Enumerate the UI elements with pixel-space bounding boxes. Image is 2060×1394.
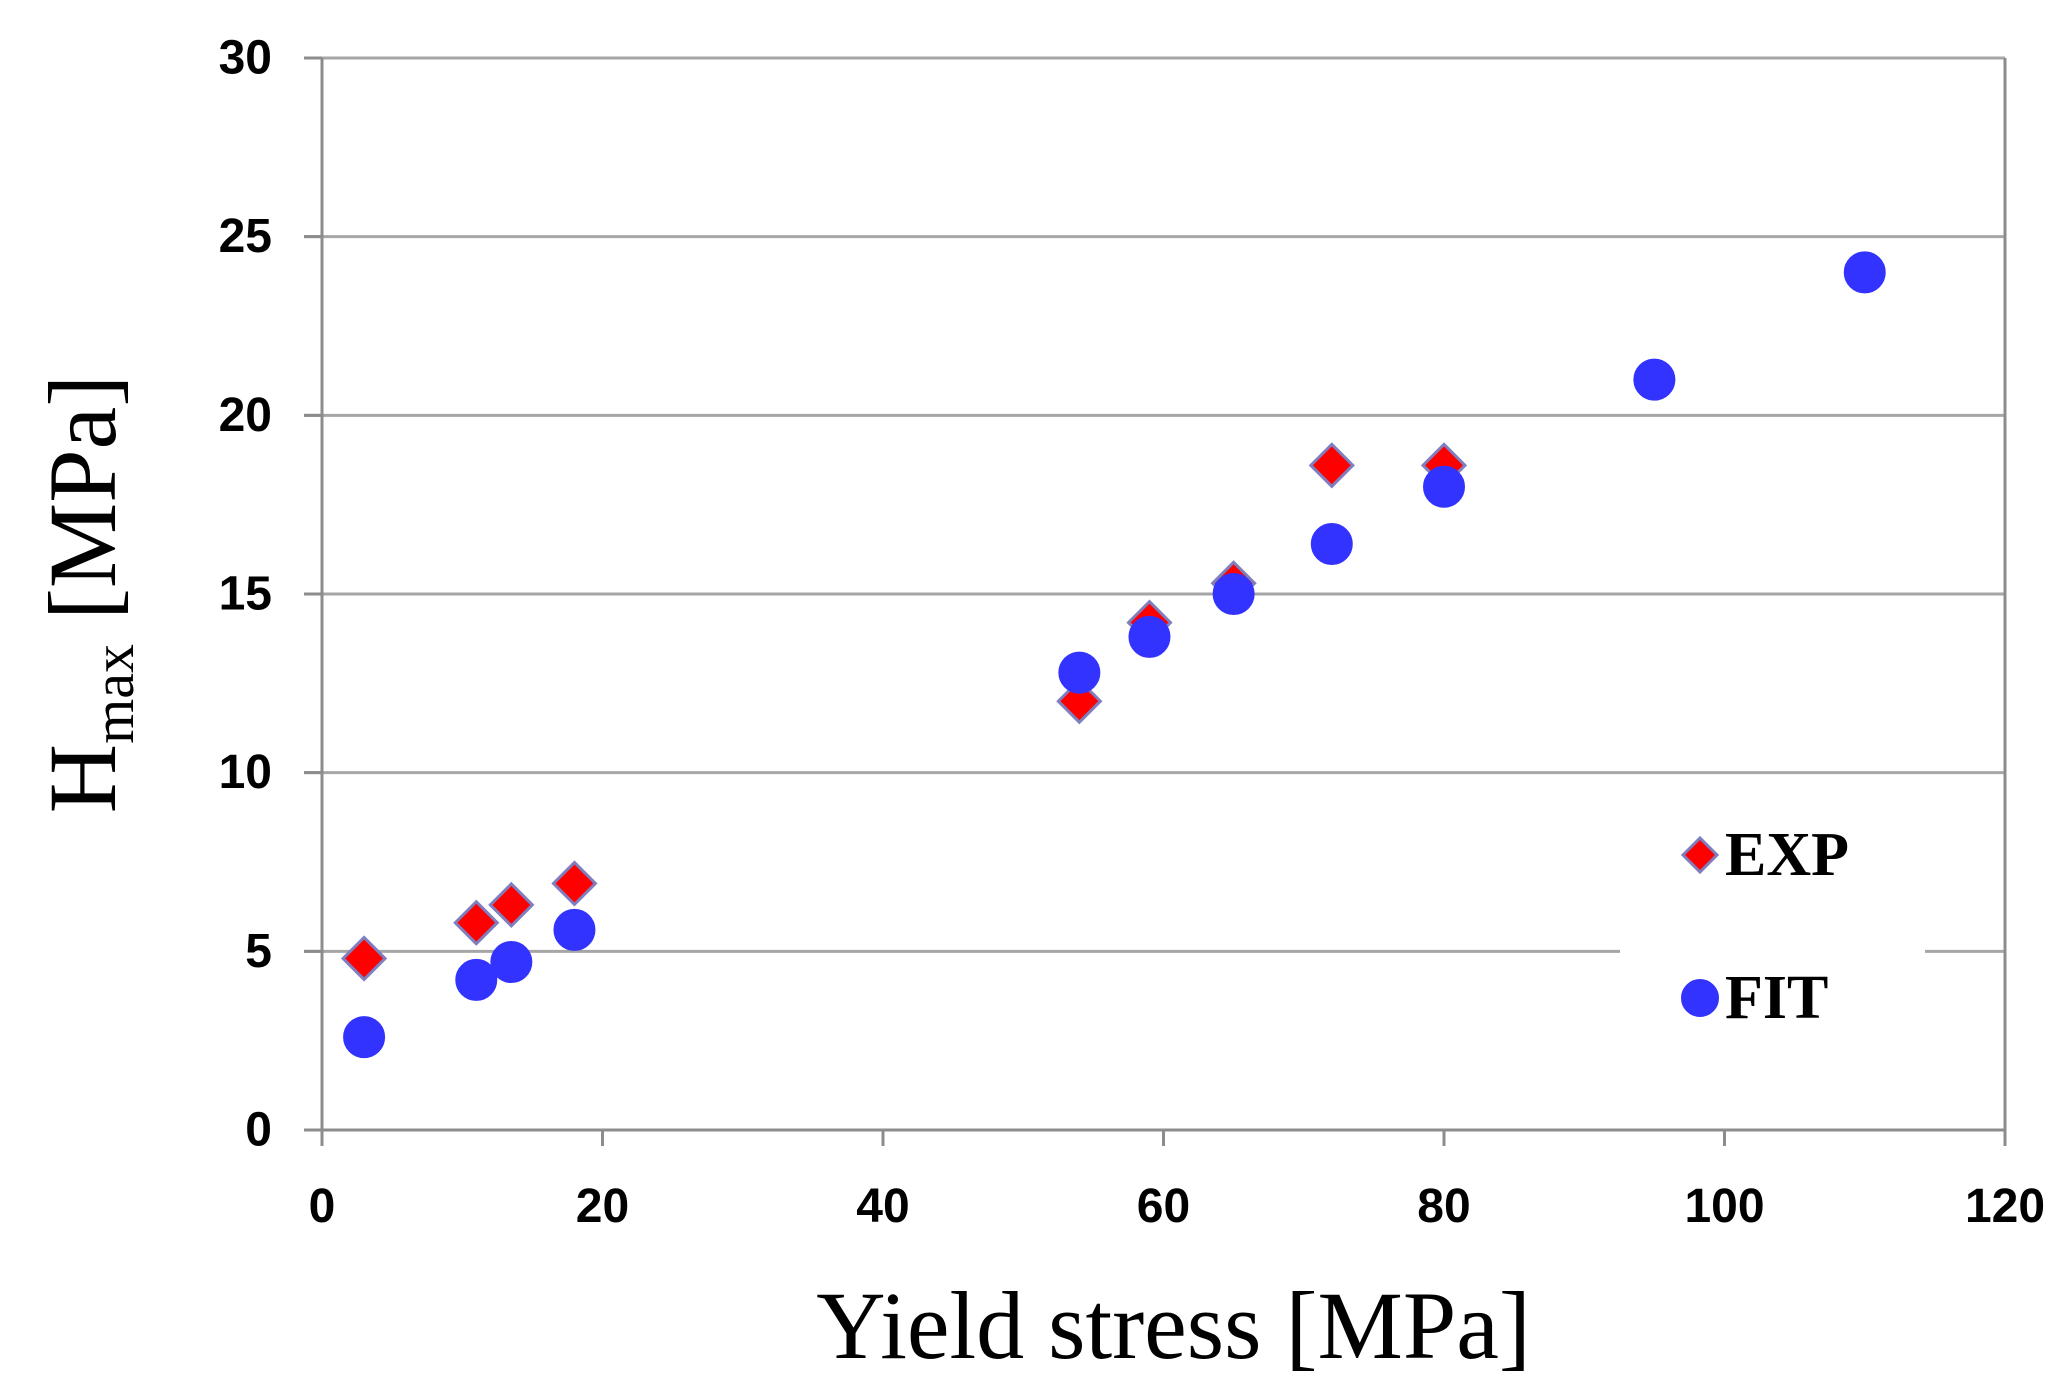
exp-point-1: [453, 899, 500, 946]
fit-point-3: [553, 908, 596, 951]
y-axis-title-unit: [MPa]: [29, 375, 136, 620]
series-fit: [343, 251, 1886, 1059]
x-tick-label-60: 60: [1137, 1180, 1190, 1233]
legend-marker-exp: [1680, 835, 1720, 875]
x-axis-title: Yield stress [MPa]: [816, 1272, 1531, 1379]
legend-label-exp: EXP: [1725, 821, 1849, 889]
y-tick-label-25: 25: [219, 210, 272, 263]
y-tick-label-30: 30: [219, 32, 272, 85]
fit-point-10: [1843, 251, 1886, 294]
x-tick-label-100: 100: [1684, 1180, 1764, 1233]
legend: EXP FIT: [1620, 800, 1925, 1080]
y-tick-label-20: 20: [219, 389, 272, 442]
fit-point-8: [1423, 465, 1465, 508]
y-tick-label-10: 10: [219, 746, 272, 799]
x-tick-label-40: 40: [856, 1180, 909, 1233]
y-tick-label-0: 0: [245, 1104, 272, 1157]
legend-box: [1620, 800, 1925, 1080]
x-tick-label-20: 20: [576, 1180, 629, 1233]
exp-point-2: [488, 881, 535, 929]
fit-point-6: [1212, 573, 1255, 615]
fit-point-4: [1058, 651, 1101, 694]
legend-label-fit: FIT: [1725, 964, 1828, 1032]
fit-point-7: [1310, 522, 1353, 565]
exp-point-3: [551, 860, 598, 907]
y-axis-title-subscript: max: [81, 644, 146, 744]
axis-layer: [304, 56, 2007, 1146]
y-tick-label-5: 5: [245, 925, 272, 978]
legend-marker-fit: [1681, 979, 1719, 1017]
fit-point-0: [343, 1016, 386, 1059]
x-tick-label-0: 0: [309, 1180, 336, 1233]
fit-point-9: [1633, 358, 1676, 401]
fit-point-1: [455, 958, 498, 1001]
marker-layer: [340, 251, 1886, 1059]
y-tick-label-15: 15: [219, 568, 272, 621]
fit-point-5: [1128, 615, 1171, 658]
y-axis-title: Hmax [MPa]: [29, 375, 146, 813]
y-axis-title-main: H: [29, 744, 136, 813]
fit-point-2: [490, 941, 533, 984]
x-tick-label-80: 80: [1417, 1180, 1470, 1233]
exp-point-0: [340, 935, 388, 982]
axis-title-layer: Yield stress [MPa] Hmax [MPa]: [29, 375, 1531, 1379]
tick-label-layer: 0 5 10 15 20 25 30 0 20 40 60 80 100 120: [219, 32, 2045, 1234]
x-tick-label-120: 120: [1965, 1180, 2045, 1233]
exp-point-7: [1308, 442, 1355, 489]
